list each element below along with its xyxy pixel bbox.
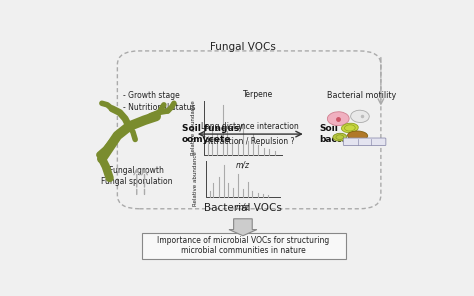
Ellipse shape [351, 110, 369, 123]
Ellipse shape [328, 112, 349, 126]
Text: m/z: m/z [236, 203, 250, 212]
FancyBboxPatch shape [142, 233, 346, 259]
Text: Soil fungus/
oomycete: Soil fungus/ oomycete [182, 124, 242, 144]
Ellipse shape [341, 123, 358, 133]
Text: Fungal VOCs: Fungal VOCs [210, 42, 276, 52]
Text: Importance of microbial VOCs for structuring
microbial communities in nature: Importance of microbial VOCs for structu… [157, 236, 329, 255]
Text: Long distance interaction: Long distance interaction [201, 122, 299, 131]
FancyArrow shape [229, 219, 257, 236]
Text: Relative abundance: Relative abundance [191, 101, 196, 155]
Text: Relative abundance: Relative abundance [192, 152, 198, 207]
FancyBboxPatch shape [343, 138, 386, 146]
Text: Terpene: Terpene [243, 90, 273, 99]
Text: Soil
bacteria: Soil bacteria [319, 124, 361, 144]
Ellipse shape [347, 131, 368, 140]
Text: - Growth stage
- Nutritional status: - Growth stage - Nutritional status [123, 91, 195, 112]
Text: m/z: m/z [236, 160, 250, 170]
Text: Bacterial VOCs: Bacterial VOCs [204, 203, 282, 213]
Text: Fungal growth
Fungal sporulation: Fungal growth Fungal sporulation [101, 166, 173, 186]
Text: Attraction / Repulsion ?: Attraction / Repulsion ? [205, 138, 295, 147]
Ellipse shape [333, 133, 346, 141]
Text: Bacterial motility: Bacterial motility [327, 91, 396, 100]
